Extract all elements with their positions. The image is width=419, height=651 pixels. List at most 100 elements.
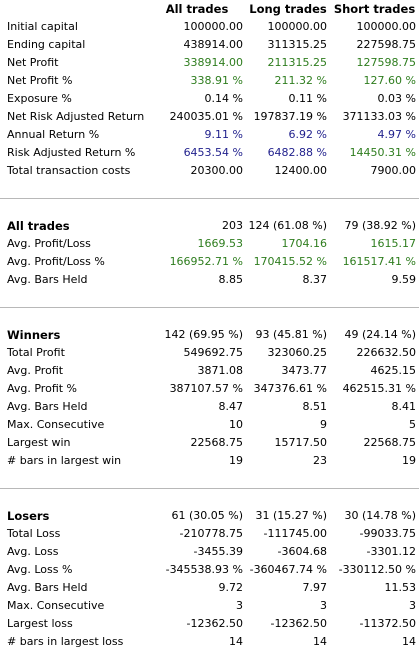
stat-label: Total transaction costs xyxy=(0,162,148,180)
stat-row-total-loss: Total Loss-210778.75-111745.00-99033.75 xyxy=(0,525,419,543)
section-count-long: 31 (15.27 %) xyxy=(246,507,330,525)
section-count-short: 49 (24.14 %) xyxy=(330,326,419,344)
stat-label: Largest win xyxy=(0,434,148,452)
stat-value-all: 9.11 % xyxy=(148,126,246,144)
stat-row-annual-return: Annual Return %9.11 %6.92 %4.97 % xyxy=(0,126,419,144)
section-title: Losers xyxy=(0,507,148,525)
stat-value-long: 14 xyxy=(246,633,330,651)
section-count-all: 142 (69.95 %) xyxy=(148,326,246,344)
stat-value-long: 3473.77 xyxy=(246,362,330,380)
stat-label: Avg. Bars Held xyxy=(0,271,148,289)
stat-value-all: 8.47 xyxy=(148,398,246,416)
stat-value-long: 3 xyxy=(246,597,330,615)
stat-value-all: 9.72 xyxy=(148,579,246,597)
stat-row-avg-loss: Avg. Loss %-345538.93 %-360467.74 %-3301… xyxy=(0,561,419,579)
stat-row-avg-loss: Avg. Loss-3455.39-3604.68-3301.12 xyxy=(0,543,419,561)
stat-label: Total Profit xyxy=(0,344,148,362)
stat-label: Initial capital xyxy=(0,18,148,36)
stat-value-long: -12362.50 xyxy=(246,615,330,633)
stat-label: # bars in largest win xyxy=(0,452,148,470)
column-header-long: Long trades xyxy=(246,0,330,18)
stat-row-exposure: Exposure %0.14 %0.11 %0.03 % xyxy=(0,90,419,108)
stat-value-long: 347376.61 % xyxy=(246,380,330,398)
stat-value-short: 127598.75 xyxy=(330,54,419,72)
stat-value-short: 4.97 % xyxy=(330,126,419,144)
stat-value-all: 338.91 % xyxy=(148,72,246,90)
stat-value-long: 1704.16 xyxy=(246,235,330,253)
section-gap xyxy=(0,180,419,199)
section-gap xyxy=(0,470,419,489)
section-separator xyxy=(0,308,419,327)
column-header-all: All trades xyxy=(148,0,246,18)
section-count-long: 93 (45.81 %) xyxy=(246,326,330,344)
section-count-all: 61 (30.05 %) xyxy=(148,507,246,525)
stat-value-short: 161517.41 % xyxy=(330,253,419,271)
stat-label: Risk Adjusted Return % xyxy=(0,144,148,162)
stat-value-all: 387107.57 % xyxy=(148,380,246,398)
stat-value-short: 5 xyxy=(330,416,419,434)
stat-value-short: -11372.50 xyxy=(330,615,419,633)
stat-row-risk-adjusted-return: Risk Adjusted Return %6453.54 %6482.88 %… xyxy=(0,144,419,162)
section-count-all: 203 xyxy=(148,217,246,235)
stat-value-long: 23 xyxy=(246,452,330,470)
stat-value-short: -99033.75 xyxy=(330,525,419,543)
stat-value-short: 226632.50 xyxy=(330,344,419,362)
stat-row-avg-profit-loss: Avg. Profit/Loss %166952.71 %170415.52 %… xyxy=(0,253,419,271)
stat-value-short: 3 xyxy=(330,597,419,615)
stat-label: Avg. Loss xyxy=(0,543,148,561)
stat-value-all: -210778.75 xyxy=(148,525,246,543)
stat-value-all: 8.85 xyxy=(148,271,246,289)
stat-value-short: 4625.15 xyxy=(330,362,419,380)
stat-row-largest-loss: Largest loss-12362.50-12362.50-11372.50 xyxy=(0,615,419,633)
stat-label: Max. Consecutive xyxy=(0,416,148,434)
stat-label: Avg. Bars Held xyxy=(0,398,148,416)
section-title: Winners xyxy=(0,326,148,344)
stat-value-all: 14 xyxy=(148,633,246,651)
stat-value-all: 166952.71 % xyxy=(148,253,246,271)
stat-label: Ending capital xyxy=(0,36,148,54)
stat-label: Exposure % xyxy=(0,90,148,108)
stat-value-short: 19 xyxy=(330,452,419,470)
stat-label: Avg. Bars Held xyxy=(0,579,148,597)
stat-value-long: 170415.52 % xyxy=(246,253,330,271)
stat-value-short: 7900.00 xyxy=(330,162,419,180)
section-count-short: 79 (38.92 %) xyxy=(330,217,419,235)
stat-value-all: 0.14 % xyxy=(148,90,246,108)
section-separator xyxy=(0,199,419,218)
stat-label: Net Profit % xyxy=(0,72,148,90)
stat-label: Avg. Profit/Loss xyxy=(0,235,148,253)
stat-row-avg-profit: Avg. Profit %387107.57 %347376.61 %46251… xyxy=(0,380,419,398)
stat-value-short: 14 xyxy=(330,633,419,651)
section-title: All trades xyxy=(0,217,148,235)
stat-value-long: -111745.00 xyxy=(246,525,330,543)
stat-value-all: 19 xyxy=(148,452,246,470)
stat-label: Max. Consecutive xyxy=(0,597,148,615)
stat-value-all: 3 xyxy=(148,597,246,615)
stat-label: Net Risk Adjusted Return % xyxy=(0,108,148,126)
stat-value-long: 9 xyxy=(246,416,330,434)
stat-value-long: 6482.88 % xyxy=(246,144,330,162)
stat-value-all: -345538.93 % xyxy=(148,561,246,579)
stat-value-long: 0.11 % xyxy=(246,90,330,108)
stat-value-long: 8.51 xyxy=(246,398,330,416)
stat-value-all: 549692.75 xyxy=(148,344,246,362)
stat-value-short: 14450.31 % xyxy=(330,144,419,162)
stat-value-short: 462515.31 % xyxy=(330,380,419,398)
stat-value-all: 438914.00 xyxy=(148,36,246,54)
stat-value-short: 127.60 % xyxy=(330,72,419,90)
